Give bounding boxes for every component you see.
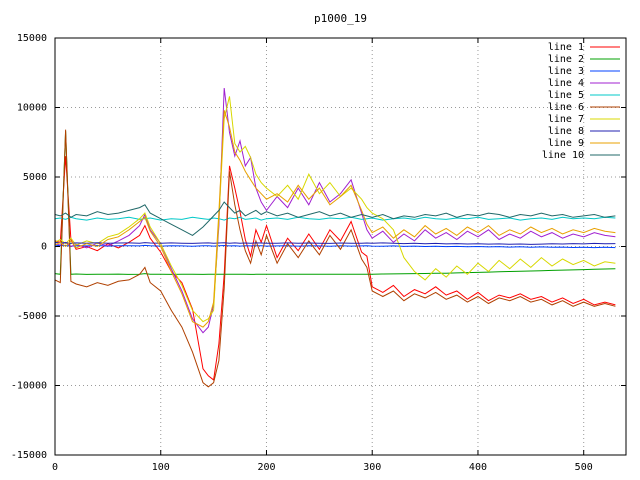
series-line-10 — [54, 201, 616, 236]
series-line-9 — [54, 110, 616, 328]
series-line-1 — [54, 156, 616, 381]
chart-title: p1000_19 — [314, 12, 367, 25]
legend-label: line 1 — [548, 42, 584, 53]
y-tick-label: -10000 — [11, 381, 47, 392]
y-tick-label: 0 — [41, 242, 47, 253]
series-line-6 — [54, 129, 616, 388]
x-tick-label: 300 — [363, 462, 381, 473]
legend-label: line 2 — [548, 54, 584, 65]
x-tick-label: 500 — [575, 462, 593, 473]
legend-label: line 5 — [548, 90, 584, 101]
legend-label: line 9 — [548, 138, 584, 149]
legend-label: line 7 — [548, 114, 584, 125]
x-tick-label: 0 — [52, 462, 58, 473]
series-line-3 — [54, 244, 616, 249]
legend-label: line 4 — [548, 78, 584, 89]
x-tick-label: 100 — [152, 462, 170, 473]
x-tick-label: 200 — [257, 462, 275, 473]
legend-label: line 10 — [542, 150, 584, 161]
series-line-7 — [54, 96, 616, 323]
series-line-2 — [54, 131, 616, 275]
x-tick-label: 400 — [469, 462, 487, 473]
y-tick-label: -5000 — [17, 311, 47, 322]
legend-label: line 3 — [548, 66, 584, 77]
legend-label: line 6 — [548, 102, 584, 113]
series-line-4 — [54, 87, 616, 334]
y-tick-label: 15000 — [17, 33, 47, 44]
y-tick-label: -15000 — [11, 450, 47, 461]
y-tick-label: 5000 — [23, 172, 47, 183]
series-line-8 — [54, 241, 616, 245]
y-tick-label: 10000 — [17, 103, 47, 114]
legend-label: line 8 — [548, 126, 584, 137]
